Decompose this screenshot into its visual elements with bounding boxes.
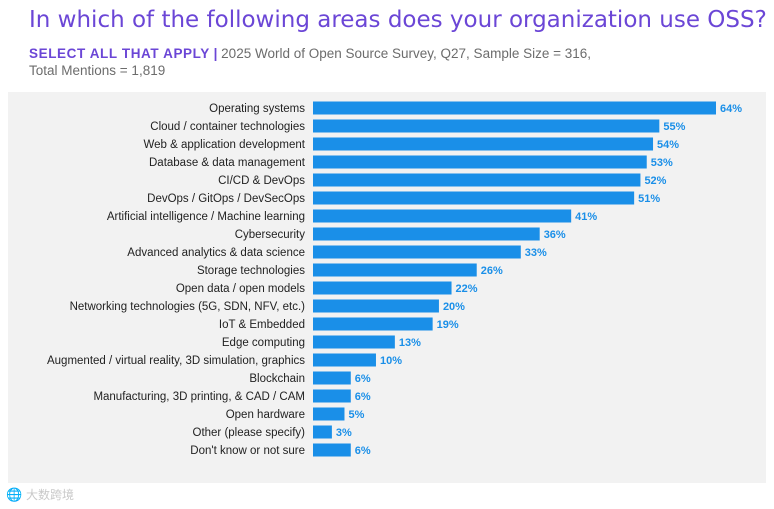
subtitle-separator: | bbox=[213, 46, 218, 61]
total-mentions: Total Mentions = 1,819 bbox=[29, 63, 166, 78]
category-label-iot-embedded: IoT & Embedded bbox=[219, 319, 305, 331]
bar-advanced-analytics-data-science bbox=[313, 245, 521, 259]
value-label-networking-technologies-5g-sdn-nfv-etc: 20% bbox=[443, 301, 465, 313]
value-label-operating-systems: 64% bbox=[720, 103, 742, 115]
bar-don-t-know-or-not-sure bbox=[313, 443, 351, 457]
category-label-devops-gitops-devsecops: DevOps / GitOps / DevSecOps bbox=[147, 193, 305, 205]
bar-ci-cd-devops bbox=[313, 173, 641, 187]
value-label-don-t-know-or-not-sure: 6% bbox=[355, 445, 371, 457]
category-label-edge-computing: Edge computing bbox=[222, 337, 305, 349]
bar-manufacturing-3d-printing-cad-cam bbox=[313, 389, 351, 403]
category-label-don-t-know-or-not-sure: Don't know or not sure bbox=[190, 445, 305, 457]
logo-mark-icon: 🌐 bbox=[6, 488, 23, 503]
bar-storage-technologies bbox=[313, 263, 477, 277]
value-label-open-data-open-models: 22% bbox=[456, 283, 478, 295]
value-label-ci-cd-devops: 52% bbox=[644, 175, 666, 187]
category-label-manufacturing-3d-printing-cad-cam: Manufacturing, 3D printing, & CAD / CAM bbox=[93, 391, 305, 403]
bar-iot-embedded bbox=[313, 317, 433, 331]
bar-blockchain bbox=[313, 371, 351, 385]
bar-operating-systems bbox=[313, 101, 716, 115]
value-label-open-hardware: 5% bbox=[348, 409, 364, 421]
watermark: 🌐 大数跨境 bbox=[6, 486, 74, 503]
value-label-edge-computing: 13% bbox=[399, 337, 421, 349]
select-all-note: SELECT ALL THAT APPLY bbox=[29, 46, 210, 61]
bar-open-hardware bbox=[313, 407, 345, 421]
bar-augmented-virtual-reality-3d-simulation-graphics bbox=[313, 353, 376, 367]
value-label-devops-gitops-devsecops: 51% bbox=[638, 193, 660, 205]
category-label-networking-technologies-5g-sdn-nfv-etc: Networking technologies (5G, SDN, NFV, e… bbox=[70, 301, 306, 313]
value-label-storage-technologies: 26% bbox=[481, 265, 503, 277]
value-label-manufacturing-3d-printing-cad-cam: 6% bbox=[355, 391, 371, 403]
category-label-operating-systems: Operating systems bbox=[209, 103, 305, 115]
category-label-web-application-development: Web & application development bbox=[143, 139, 305, 151]
category-label-open-data-open-models: Open data / open models bbox=[176, 283, 305, 295]
category-label-storage-technologies: Storage technologies bbox=[197, 265, 305, 277]
bar-networking-technologies-5g-sdn-nfv-etc bbox=[313, 299, 439, 313]
survey-source: 2025 World of Open Source Survey, Q27, S… bbox=[217, 46, 592, 61]
bar-cybersecurity bbox=[313, 227, 540, 241]
value-label-iot-embedded: 19% bbox=[437, 319, 459, 331]
bar-web-application-development bbox=[313, 137, 654, 151]
chart-title: In which of the following areas does you… bbox=[29, 7, 767, 33]
chart-panel: Operating systems 64% Cloud / container te… bbox=[8, 92, 766, 483]
category-label-advanced-analytics-data-science: Advanced analytics & data science bbox=[127, 247, 305, 259]
bar-cloud-container-technologies bbox=[313, 119, 660, 133]
category-label-open-hardware: Open hardware bbox=[226, 409, 305, 421]
value-label-database-data-management: 53% bbox=[651, 157, 673, 169]
bar-database-data-management bbox=[313, 155, 647, 169]
category-label-artificial-intelligence-machine-learning: Artificial intelligence / Machine learni… bbox=[107, 211, 305, 223]
category-label-cybersecurity: Cybersecurity bbox=[235, 229, 306, 241]
value-label-artificial-intelligence-machine-learning: 41% bbox=[575, 211, 597, 223]
category-label-database-data-management: Database & data management bbox=[149, 157, 306, 169]
category-label-augmented-virtual-reality-3d-simulation-graphics: Augmented / virtual reality, 3D simulati… bbox=[47, 355, 305, 367]
category-label-other-please-specify: Other (please specify) bbox=[193, 427, 306, 439]
category-label-ci-cd-devops: CI/CD & DevOps bbox=[218, 175, 305, 187]
chart-subtitle: SELECT ALL THAT APPLY | 2025 World of Op… bbox=[29, 45, 729, 79]
category-label-cloud-container-technologies: Cloud / container technologies bbox=[150, 121, 305, 133]
bar-chart: Operating systems 64% Cloud / container te… bbox=[47, 101, 742, 457]
value-label-advanced-analytics-data-science: 33% bbox=[525, 247, 547, 259]
value-label-cybersecurity: 36% bbox=[544, 229, 566, 241]
category-label-blockchain: Blockchain bbox=[249, 373, 305, 385]
value-label-web-application-development: 54% bbox=[657, 139, 679, 151]
value-label-augmented-virtual-reality-3d-simulation-graphics: 10% bbox=[380, 355, 402, 367]
value-label-blockchain: 6% bbox=[355, 373, 371, 385]
bar-devops-gitops-devsecops bbox=[313, 191, 635, 205]
watermark-text: 大数跨境 bbox=[26, 488, 75, 502]
value-label-other-please-specify: 3% bbox=[336, 427, 352, 439]
bar-artificial-intelligence-machine-learning bbox=[313, 209, 572, 223]
bar-other-please-specify bbox=[313, 425, 332, 439]
bar-open-data-open-models bbox=[313, 281, 452, 295]
bar-edge-computing bbox=[313, 335, 395, 349]
value-label-cloud-container-technologies: 55% bbox=[663, 121, 685, 133]
